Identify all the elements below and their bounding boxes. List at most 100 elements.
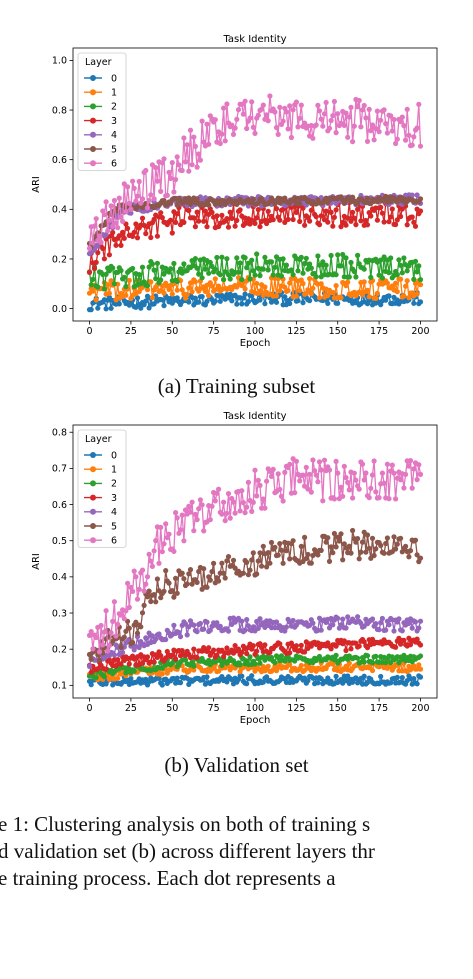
data-point bbox=[111, 281, 117, 287]
legend-item-5: 5 bbox=[84, 144, 117, 155]
data-point bbox=[272, 544, 278, 550]
data-point bbox=[224, 645, 230, 651]
data-point bbox=[230, 499, 237, 505]
series-1 bbox=[86, 274, 424, 303]
legend-item-4: 4 bbox=[84, 507, 117, 518]
data-point bbox=[144, 594, 151, 600]
data-point bbox=[252, 130, 258, 136]
data-point bbox=[154, 576, 160, 582]
data-point bbox=[224, 256, 230, 262]
data-point bbox=[141, 588, 147, 594]
data-point bbox=[86, 245, 93, 251]
data-point bbox=[308, 489, 314, 495]
y-axis-label: ARI bbox=[31, 553, 42, 570]
data-point bbox=[315, 102, 321, 108]
data-point bbox=[151, 548, 157, 554]
data-point bbox=[417, 277, 424, 283]
data-point bbox=[244, 651, 250, 657]
data-point bbox=[257, 641, 263, 647]
data-point bbox=[277, 104, 283, 110]
data-point bbox=[310, 457, 316, 463]
data-point bbox=[297, 115, 303, 121]
data-point bbox=[171, 548, 177, 554]
data-point bbox=[153, 538, 159, 544]
chart-title: Task Identity bbox=[222, 34, 286, 45]
data-point bbox=[313, 472, 319, 478]
data-point bbox=[214, 620, 220, 626]
data-point bbox=[262, 642, 268, 648]
data-point bbox=[396, 616, 402, 622]
data-point bbox=[209, 209, 215, 215]
data-point bbox=[316, 653, 323, 660]
chart-title: Task Identity bbox=[222, 411, 286, 422]
data-point bbox=[310, 285, 316, 291]
data-point bbox=[399, 675, 405, 681]
x-tick-label: 150 bbox=[329, 326, 347, 337]
data-point bbox=[330, 289, 336, 296]
legend-marker bbox=[90, 523, 96, 529]
data-point bbox=[166, 169, 172, 175]
legend-marker bbox=[90, 452, 96, 458]
data-point bbox=[144, 283, 151, 289]
legend-title: Layer bbox=[85, 434, 112, 445]
data-point bbox=[242, 510, 248, 516]
data-point bbox=[227, 515, 233, 521]
data-point bbox=[340, 251, 346, 258]
data-point bbox=[173, 219, 179, 225]
data-point bbox=[404, 106, 410, 112]
x-tick-label: 125 bbox=[287, 326, 305, 337]
data-point bbox=[283, 624, 289, 630]
data-point bbox=[186, 299, 192, 305]
data-point bbox=[247, 115, 253, 121]
data-point bbox=[313, 122, 319, 128]
data-point bbox=[221, 105, 227, 111]
data-point bbox=[204, 224, 210, 230]
data-point bbox=[234, 116, 240, 122]
data-point bbox=[384, 461, 390, 467]
data-point bbox=[240, 570, 246, 576]
data-point bbox=[398, 276, 404, 282]
data-point bbox=[379, 210, 385, 216]
legend: Layer 0 1 2 3 4 5 6 bbox=[77, 429, 127, 548]
data-point bbox=[318, 213, 324, 219]
data-point bbox=[110, 265, 116, 271]
data-point bbox=[191, 134, 197, 140]
x-tick-label: 75 bbox=[208, 326, 220, 337]
data-point bbox=[383, 660, 389, 666]
data-point bbox=[98, 239, 104, 245]
data-point bbox=[222, 269, 228, 275]
data-point bbox=[313, 274, 319, 280]
data-point bbox=[393, 221, 399, 228]
data-point bbox=[398, 262, 404, 268]
data-point bbox=[386, 496, 392, 502]
data-point bbox=[346, 274, 352, 280]
data-point bbox=[232, 565, 238, 571]
data-point bbox=[293, 458, 299, 464]
data-point bbox=[288, 134, 294, 141]
data-point bbox=[95, 666, 101, 672]
data-point bbox=[138, 200, 144, 206]
data-point bbox=[225, 224, 232, 230]
data-point bbox=[174, 590, 180, 596]
data-point bbox=[229, 298, 235, 304]
data-point bbox=[196, 506, 202, 512]
y-tick-label: 0.8 bbox=[52, 105, 67, 116]
data-point bbox=[345, 479, 351, 486]
data-point bbox=[179, 287, 185, 293]
data-point bbox=[353, 675, 359, 681]
data-point bbox=[115, 225, 121, 231]
data-point bbox=[171, 594, 177, 600]
data-point bbox=[338, 622, 344, 628]
data-point bbox=[330, 223, 336, 229]
legend-marker bbox=[90, 494, 96, 501]
data-point bbox=[232, 223, 238, 229]
legend-item-0: 0 bbox=[84, 450, 117, 461]
data-point bbox=[416, 462, 422, 468]
data-point bbox=[196, 218, 202, 224]
data-point bbox=[376, 129, 382, 135]
data-point bbox=[330, 550, 336, 556]
data-point bbox=[265, 550, 271, 556]
data-point bbox=[264, 220, 270, 227]
data-point bbox=[300, 558, 306, 565]
data-point bbox=[403, 137, 409, 143]
